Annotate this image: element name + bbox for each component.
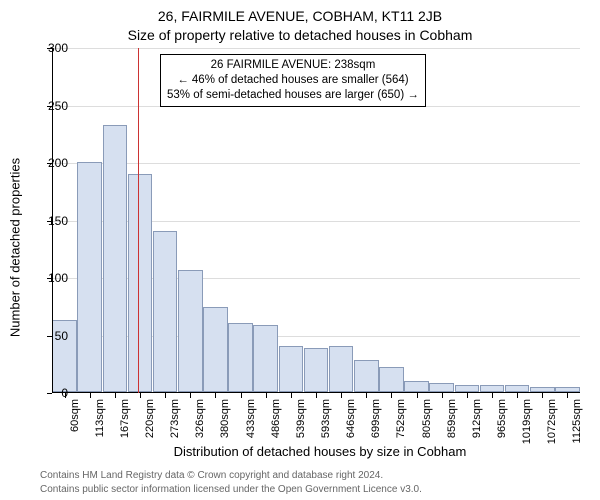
x-tick-mark (517, 393, 518, 398)
y-tick-label: 0 (28, 386, 68, 400)
x-tick-mark (140, 393, 141, 398)
x-tick-mark (492, 393, 493, 398)
histogram-bar (404, 381, 429, 393)
x-axis-label: Distribution of detached houses by size … (60, 444, 580, 459)
x-tick-mark (266, 393, 267, 398)
x-tick-label: 60sqm (69, 399, 81, 432)
x-tick-label: 752sqm (395, 399, 407, 438)
x-tick-label: 113sqm (94, 399, 106, 437)
histogram-bar (304, 348, 329, 392)
x-tick-mark (291, 393, 292, 398)
x-tick-label: 1072sqm (546, 399, 558, 444)
histogram-bar (178, 270, 203, 392)
x-tick-label: 859sqm (446, 399, 458, 438)
x-tick-mark (316, 393, 317, 398)
x-tick-label: 326sqm (194, 399, 206, 438)
x-tick-mark (366, 393, 367, 398)
histogram-bar (505, 385, 530, 392)
histogram-bar (279, 346, 304, 392)
x-tick-label: 273sqm (169, 399, 181, 438)
x-tick-label: 593sqm (320, 399, 332, 438)
x-tick-mark (190, 393, 191, 398)
histogram-bar (354, 360, 379, 392)
x-tick-mark (341, 393, 342, 398)
annotation-line3: 53% of semi-detached houses are larger (… (167, 88, 419, 103)
title-sub: Size of property relative to detached ho… (0, 27, 600, 43)
histogram-bar (329, 346, 354, 392)
x-tick-mark (215, 393, 216, 398)
x-tick-label: 380sqm (219, 399, 231, 438)
histogram-bar (153, 231, 178, 392)
footer-line-1: Contains HM Land Registry data © Crown c… (40, 470, 383, 481)
x-tick-label: 699sqm (370, 399, 382, 438)
y-tick-label: 50 (28, 329, 68, 343)
x-tick-mark (467, 393, 468, 398)
annotation-line2: ← 46% of detached houses are smaller (56… (167, 73, 419, 88)
histogram-bar (103, 125, 128, 392)
x-tick-label: 805sqm (421, 399, 433, 438)
x-tick-mark (165, 393, 166, 398)
plot-area: 26 FAIRMILE AVENUE: 238sqm ← 46% of deta… (52, 48, 580, 393)
marker-line (138, 48, 139, 393)
x-tick-label: 486sqm (270, 399, 282, 438)
gridline (52, 163, 580, 164)
x-tick-label: 912sqm (471, 399, 483, 438)
chart-container: 26, FAIRMILE AVENUE, COBHAM, KT11 2JB Si… (0, 0, 600, 500)
x-tick-mark (442, 393, 443, 398)
x-tick-label: 965sqm (496, 399, 508, 438)
x-tick-mark (115, 393, 116, 398)
x-tick-label: 1019sqm (521, 399, 533, 444)
histogram-bar (455, 385, 480, 392)
histogram-bar (77, 162, 102, 392)
y-axis-label: Number of detached properties (8, 148, 23, 348)
y-tick-label: 150 (28, 214, 68, 228)
x-tick-mark (542, 393, 543, 398)
histogram-bar (203, 307, 228, 392)
title-main: 26, FAIRMILE AVENUE, COBHAM, KT11 2JB (0, 8, 600, 24)
histogram-bar (480, 385, 505, 392)
annotation-line1: 26 FAIRMILE AVENUE: 238sqm (167, 58, 419, 73)
histogram-bar (253, 325, 278, 392)
histogram-bar (128, 174, 153, 393)
histogram-bar (429, 383, 454, 392)
histogram-bar (379, 367, 404, 392)
gridline (52, 48, 580, 49)
histogram-bar (228, 323, 253, 392)
x-tick-mark (417, 393, 418, 398)
x-tick-label: 646sqm (345, 399, 357, 438)
y-tick-label: 250 (28, 99, 68, 113)
x-tick-mark (241, 393, 242, 398)
x-tick-mark (90, 393, 91, 398)
x-tick-label: 220sqm (144, 399, 156, 438)
x-tick-label: 539sqm (295, 399, 307, 438)
x-tick-mark (391, 393, 392, 398)
y-tick-label: 100 (28, 271, 68, 285)
x-tick-label: 1125sqm (571, 399, 583, 443)
y-tick-label: 300 (28, 41, 68, 55)
annotation-box: 26 FAIRMILE AVENUE: 238sqm ← 46% of deta… (160, 54, 426, 107)
x-tick-label: 167sqm (119, 399, 131, 438)
x-tick-mark (567, 393, 568, 398)
footer-line-2: Contains public sector information licen… (40, 484, 422, 495)
y-tick-label: 200 (28, 156, 68, 170)
x-tick-label: 433sqm (245, 399, 257, 438)
